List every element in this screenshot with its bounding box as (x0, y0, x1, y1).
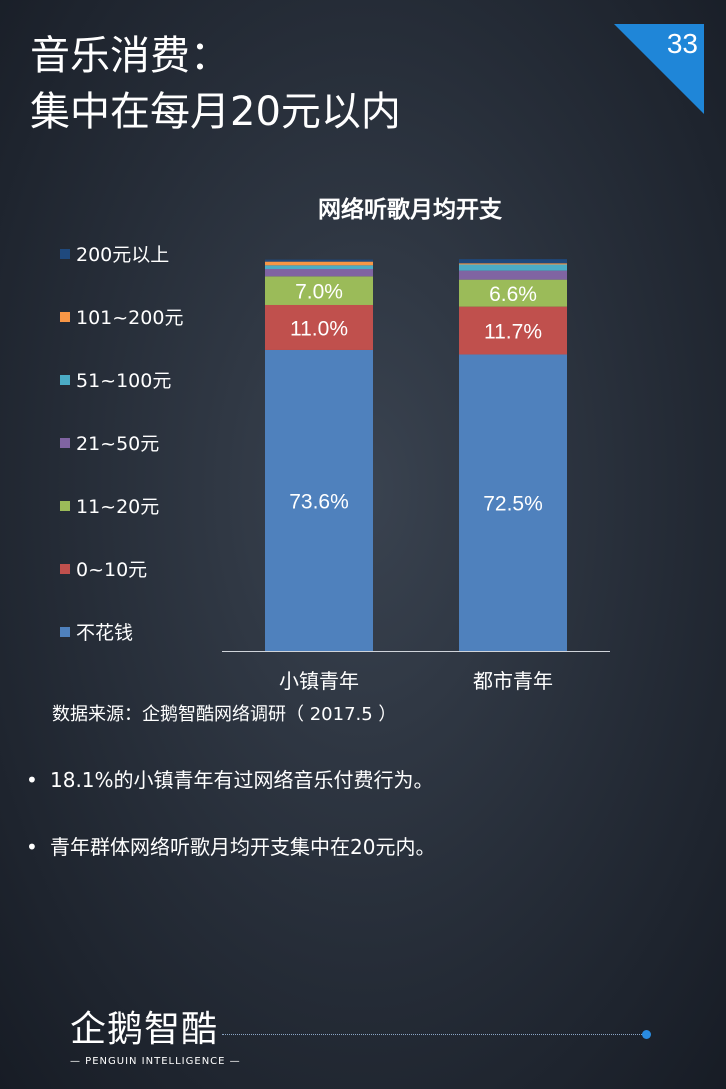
bar-segment (459, 263, 567, 265)
bar-segment (265, 349, 373, 651)
legend-label: 101~200元 (76, 307, 184, 329)
legend-label: 21~50元 (76, 433, 160, 455)
bullet-item: • 18.1%的小镇青年有过网络音乐付费行为。 (26, 764, 435, 793)
legend-label: 51~100元 (76, 370, 172, 392)
logo-main-text: 企鹅智酷 (70, 1009, 219, 1050)
page-title: 音乐消费： 集中在每月20元以内 (30, 28, 401, 140)
data-label: 73.6% (289, 490, 349, 513)
legend-item: 不花钱 (60, 618, 133, 645)
category-label: 都市青年 (473, 669, 553, 693)
bar-segment (265, 268, 373, 277)
bullet-dot: • (26, 768, 38, 792)
title-line-2: 集中在每月20元以内 (30, 89, 401, 135)
bar-segment (265, 276, 373, 305)
legend-swatch (60, 437, 70, 448)
bar-segment (265, 265, 373, 269)
legend-swatch (60, 500, 70, 511)
legend-item: 21~50元 (60, 429, 159, 456)
footer-dotted-line (222, 1034, 646, 1035)
legend-item: 11~20元 (60, 492, 159, 519)
corner-badge (614, 24, 704, 114)
legend-label: 200元以上 (76, 244, 170, 266)
bar-segment (265, 259, 373, 262)
stacked-bar-chart: 73.6% 11.0% 7.0% 小镇青年 72.5% 11.7% 6.6% 都市青年 (222, 259, 610, 693)
legend-swatch (60, 311, 70, 322)
title-line-1: 音乐消费： (30, 33, 230, 79)
data-label: 6.6% (489, 283, 537, 306)
bar-segment (459, 306, 567, 355)
data-label: 72.5% (483, 493, 543, 516)
footer-dot-icon (642, 1030, 651, 1039)
legend-item: 51~100元 (60, 366, 171, 393)
legend-swatch (60, 626, 70, 637)
bar-segment (459, 264, 567, 271)
penguin-logo: 企鹅智酷 — PENGUIN INTELLIGENCE — (70, 1000, 241, 1067)
category-label: 小镇青年 (279, 669, 359, 693)
bullet-dot: • (26, 835, 38, 859)
data-label: 7.0% (295, 281, 343, 304)
chart-title: 网络听歌月均开支 (318, 197, 502, 223)
legend-item: 101~200元 (60, 303, 183, 330)
bar-segment (459, 270, 567, 280)
data-source: 数据来源：企鹅智酷网络调研（ 2017.5 ） (52, 704, 397, 725)
legend-label: 11~20元 (76, 496, 160, 518)
legend-swatch (60, 563, 70, 574)
bar-segment (459, 259, 567, 264)
bullet-text: 青年群体网络听歌月均开支集中在20元内。 (50, 835, 436, 859)
legend-swatch (60, 374, 70, 385)
data-label: 11.7% (484, 321, 542, 344)
bar-segment (459, 354, 567, 651)
bullet-item: • 青年群体网络听歌月均开支集中在20元内。 (26, 831, 435, 860)
page-number: 33 (666, 28, 698, 59)
legend-item: 200元以上 (60, 240, 169, 267)
bar-segment (265, 304, 373, 350)
corner-triangle (614, 24, 704, 114)
logo-sub-text: — PENGUIN INTELLIGENCE — (70, 1056, 241, 1067)
bullet-text: 18.1%的小镇青年有过网络音乐付费行为。 (50, 768, 434, 792)
bullet-list: • 18.1%的小镇青年有过网络音乐付费行为。 • 青年群体网络听歌月均开支集中在2… (26, 764, 435, 898)
legend-swatch (60, 248, 70, 259)
legend-label: 不花钱 (76, 622, 134, 644)
bar-segment (459, 279, 567, 307)
legend-label: 0~10元 (76, 559, 148, 581)
bar-segment (265, 261, 373, 266)
data-label: 11.0% (290, 317, 348, 340)
legend-item: 0~10元 (60, 555, 147, 582)
